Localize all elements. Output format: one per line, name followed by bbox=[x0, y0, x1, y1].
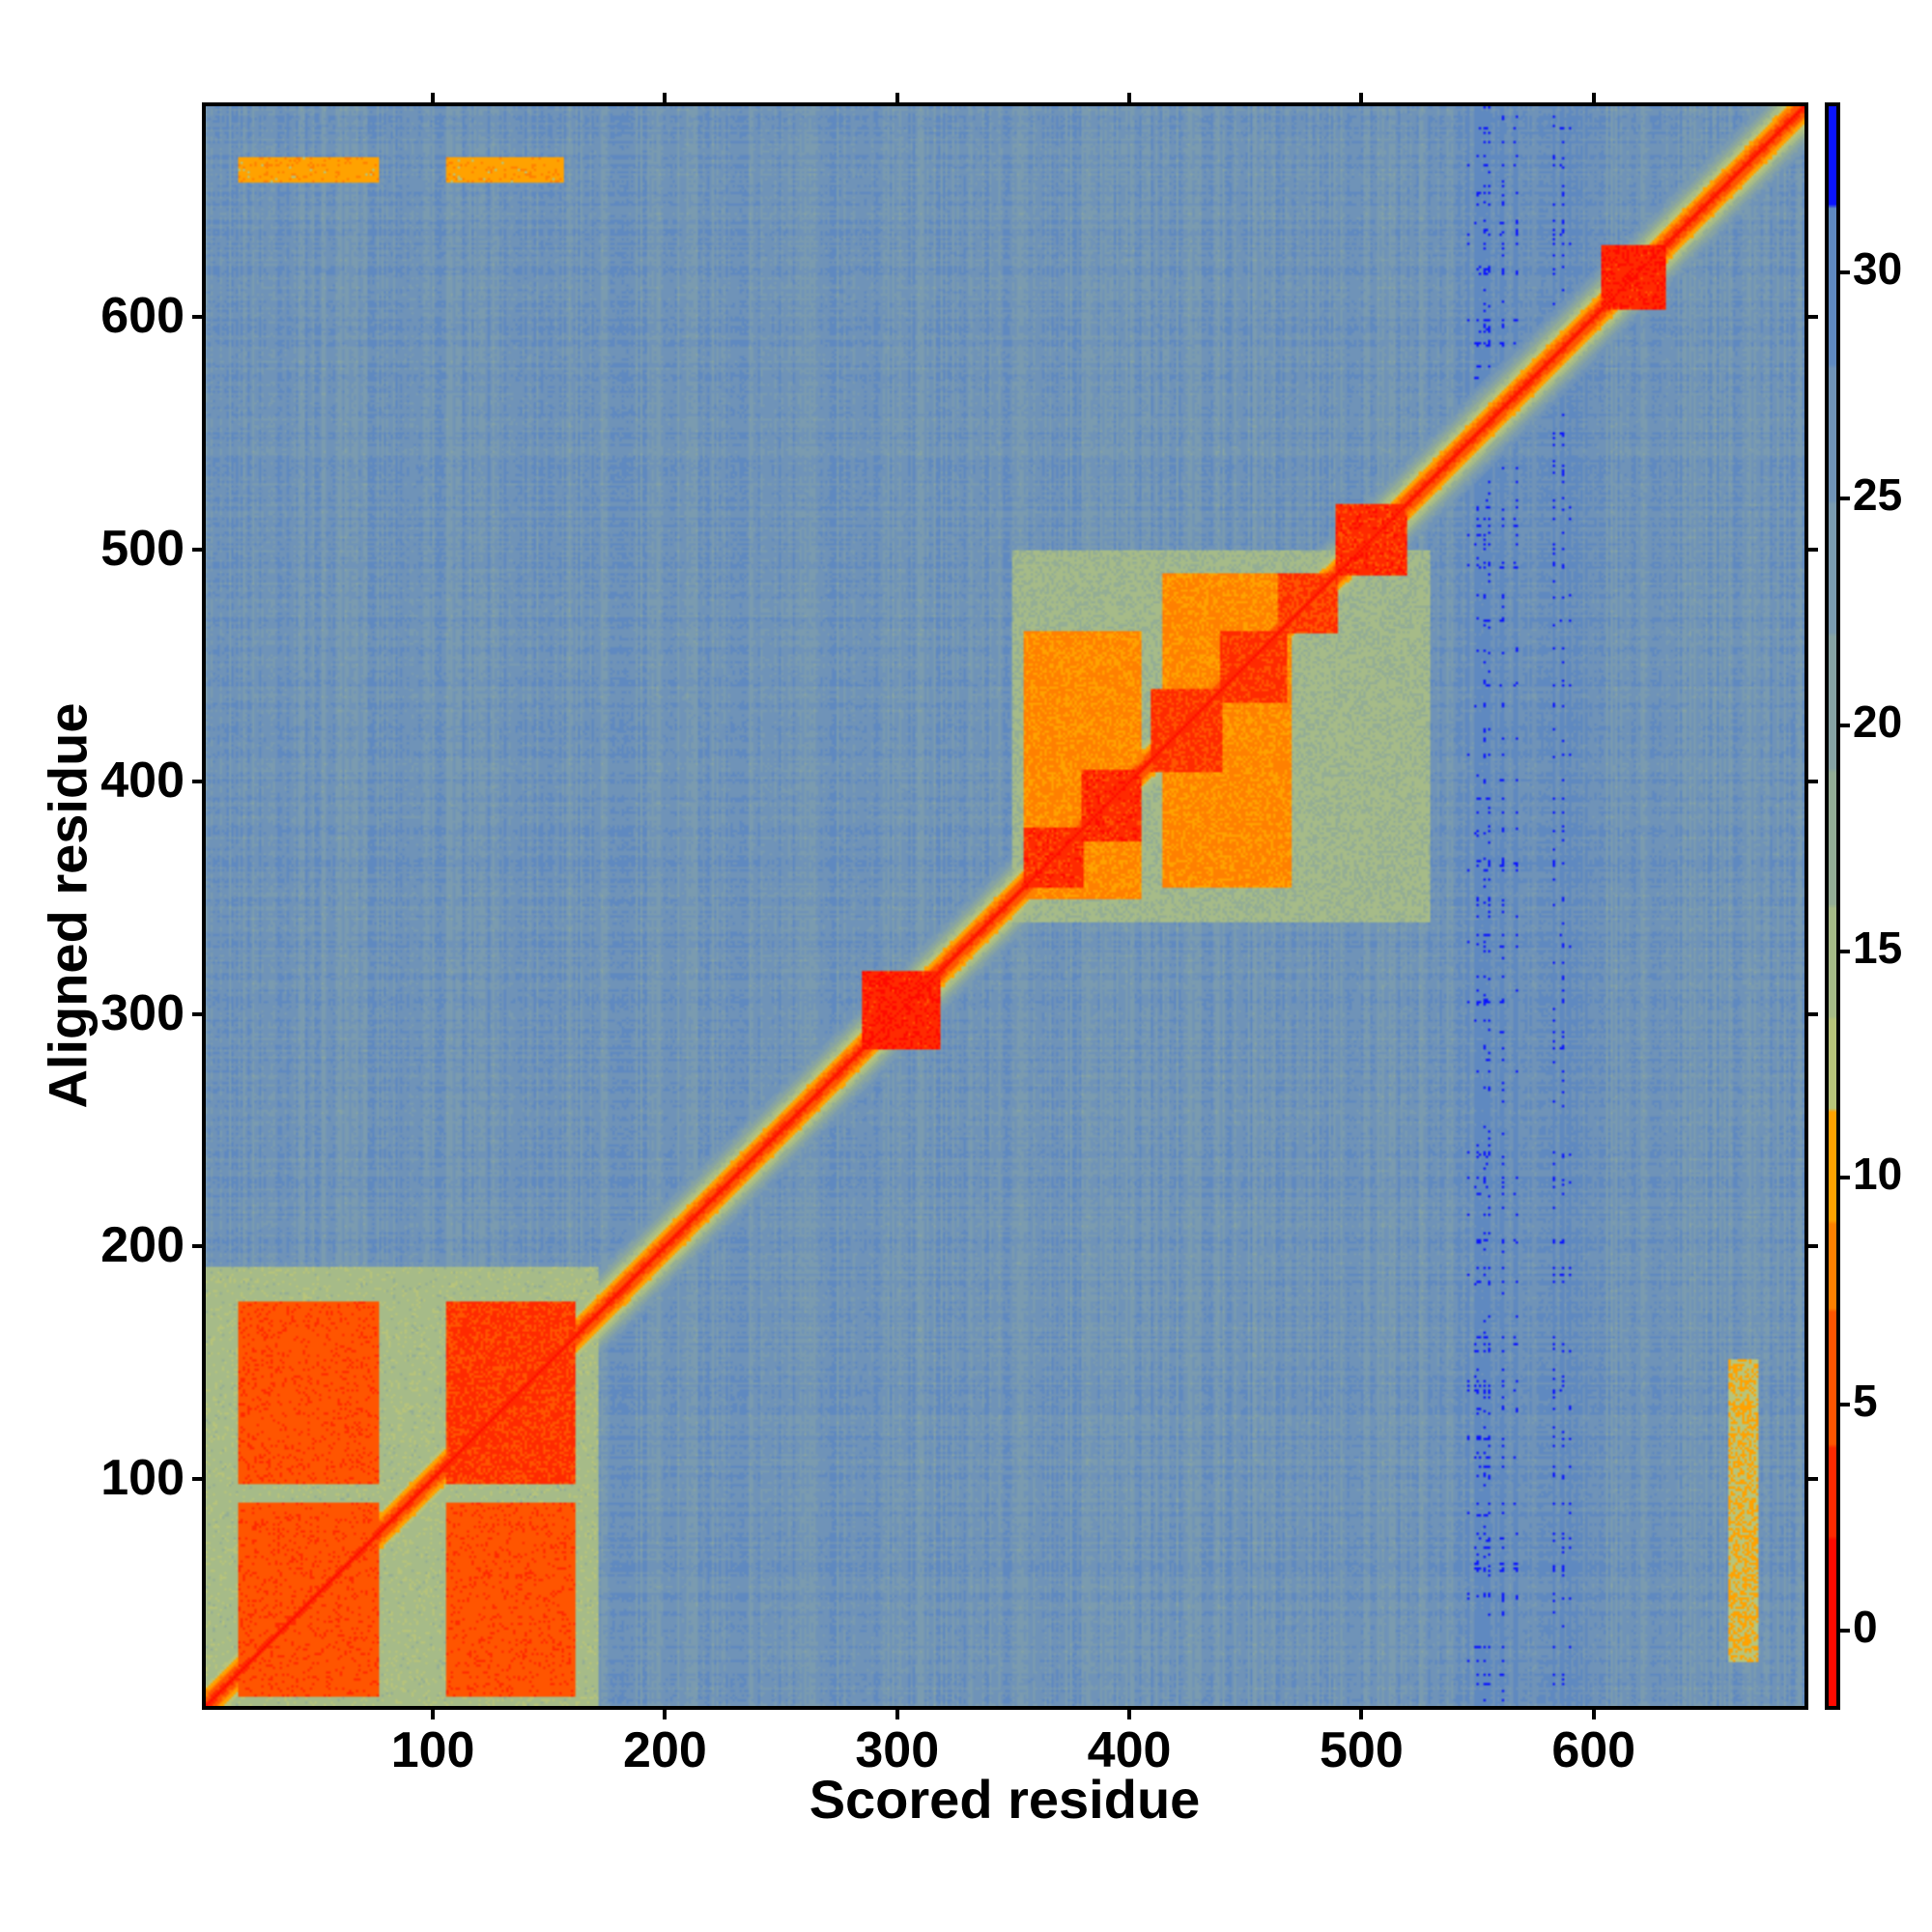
y-axis-label: Aligned residue bbox=[37, 702, 99, 1109]
pae-heatmap bbox=[206, 106, 1804, 1706]
y-tick-left bbox=[192, 1476, 202, 1481]
y-tick-right bbox=[1808, 1476, 1818, 1481]
y-tick-right bbox=[1808, 547, 1818, 552]
y-tick-label: 500 bbox=[100, 520, 185, 577]
y-tick-right bbox=[1808, 780, 1818, 784]
y-tick-left bbox=[192, 1011, 202, 1016]
x-tick-bottom bbox=[431, 1710, 436, 1719]
x-tick-bottom bbox=[895, 1710, 899, 1719]
y-tick-right bbox=[1808, 1244, 1818, 1249]
colorbar-tick bbox=[1840, 1628, 1850, 1633]
colorbar-tick-label: 0 bbox=[1853, 1601, 1878, 1652]
x-tick-label: 600 bbox=[1551, 1722, 1636, 1778]
x-tick-top bbox=[431, 93, 436, 102]
x-tick-top bbox=[663, 93, 668, 102]
x-tick-top bbox=[895, 93, 899, 102]
x-tick-label: 100 bbox=[390, 1722, 475, 1778]
colorbar-tick bbox=[1840, 497, 1850, 501]
colorbar-tick bbox=[1840, 1176, 1850, 1180]
x-tick-label: 500 bbox=[1319, 1722, 1404, 1778]
colorbar-tick bbox=[1840, 270, 1850, 274]
x-tick-top bbox=[1127, 93, 1132, 102]
y-tick-label: 200 bbox=[100, 1217, 185, 1274]
x-axis-label: Scored residue bbox=[809, 1769, 1201, 1830]
colorbar-tick-label: 10 bbox=[1853, 1149, 1903, 1200]
x-tick-top bbox=[1591, 93, 1596, 102]
colorbar-tick-label: 5 bbox=[1853, 1375, 1878, 1426]
y-tick-right bbox=[1808, 315, 1818, 320]
y-tick-left bbox=[192, 1244, 202, 1249]
y-tick-left bbox=[192, 547, 202, 552]
x-tick-bottom bbox=[1359, 1710, 1364, 1719]
y-tick-right bbox=[1808, 1011, 1818, 1016]
y-tick-left bbox=[192, 315, 202, 320]
x-tick-label: 300 bbox=[855, 1722, 940, 1778]
colorbar-tick bbox=[1840, 949, 1850, 953]
x-tick-label: 200 bbox=[623, 1722, 707, 1778]
colorbar-gradient bbox=[1829, 106, 1836, 1706]
y-tick-label: 300 bbox=[100, 984, 185, 1041]
colorbar-tick bbox=[1840, 723, 1850, 727]
x-tick-bottom bbox=[1127, 1710, 1132, 1719]
colorbar-tick bbox=[1840, 1402, 1850, 1406]
colorbar-tick-label: 30 bbox=[1853, 242, 1903, 294]
x-tick-bottom bbox=[1591, 1710, 1596, 1719]
heatmap-plot-area bbox=[202, 102, 1808, 1710]
x-tick-top bbox=[1359, 93, 1364, 102]
y-tick-label: 600 bbox=[100, 288, 185, 345]
x-tick-label: 400 bbox=[1087, 1722, 1172, 1778]
colorbar-tick-label: 15 bbox=[1853, 922, 1903, 973]
x-tick-bottom bbox=[663, 1710, 668, 1719]
y-tick-label: 400 bbox=[100, 753, 185, 810]
y-tick-label: 100 bbox=[100, 1449, 185, 1506]
colorbar-tick-label: 20 bbox=[1853, 696, 1903, 747]
y-tick-left bbox=[192, 780, 202, 784]
colorbar bbox=[1825, 102, 1840, 1710]
colorbar-tick-label: 25 bbox=[1853, 469, 1903, 521]
